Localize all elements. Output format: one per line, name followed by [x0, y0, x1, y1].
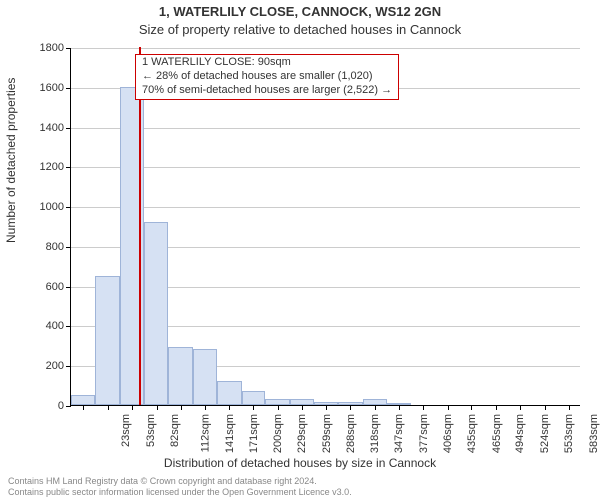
y-tick-mark — [66, 207, 71, 208]
x-tick-mark — [83, 405, 84, 410]
y-tick-mark — [66, 128, 71, 129]
x-tick-label: 23sqm — [120, 414, 132, 447]
chart-title-address: 1, WATERLILY CLOSE, CANNOCK, WS12 2GN — [0, 4, 600, 19]
gridline — [71, 167, 580, 168]
x-tick-label: 377sqm — [418, 414, 430, 453]
attribution-line-2: Contains public sector information licen… — [8, 487, 352, 498]
x-tick-label: 318sqm — [370, 414, 382, 453]
histogram-bar — [95, 276, 120, 405]
annotation-line-2: ← 28% of detached houses are smaller (1,… — [142, 70, 392, 84]
y-tick-mark — [66, 406, 71, 407]
y-tick-label: 1400 — [14, 122, 64, 134]
y-axis-label: Number of detached properties — [4, 78, 18, 243]
x-tick-mark — [350, 405, 351, 410]
y-tick-label: 0 — [14, 400, 64, 412]
x-tick-mark — [399, 405, 400, 410]
x-tick-mark — [132, 405, 133, 410]
x-tick-label: 82sqm — [169, 414, 181, 447]
chart-title-subtitle: Size of property relative to detached ho… — [0, 22, 600, 37]
x-tick-mark — [302, 405, 303, 410]
y-tick-label: 200 — [14, 360, 64, 372]
x-tick-label: 288sqm — [345, 414, 357, 453]
y-tick-mark — [66, 287, 71, 288]
annotation-line-1: 1 WATERLILY CLOSE: 90sqm — [142, 56, 392, 70]
reference-line — [139, 47, 141, 405]
x-tick-label: 259sqm — [321, 414, 333, 453]
x-tick-mark — [496, 405, 497, 410]
attribution-text: Contains HM Land Registry data © Crown c… — [8, 476, 352, 499]
histogram-bar — [242, 391, 266, 405]
y-tick-label: 1000 — [14, 201, 64, 213]
x-tick-mark — [471, 405, 472, 410]
y-tick-mark — [66, 247, 71, 248]
y-tick-mark — [66, 167, 71, 168]
y-tick-label: 1200 — [14, 161, 64, 173]
y-tick-label: 800 — [14, 241, 64, 253]
x-tick-label: 229sqm — [296, 414, 308, 453]
histogram-bar — [168, 347, 193, 405]
attribution-line-1: Contains HM Land Registry data © Crown c… — [8, 476, 352, 487]
x-tick-label: 141sqm — [224, 414, 236, 453]
gridline — [71, 128, 580, 129]
x-tick-mark — [423, 405, 424, 410]
x-tick-label: 435sqm — [466, 414, 478, 453]
gridline — [71, 207, 580, 208]
x-tick-mark — [181, 405, 182, 410]
y-tick-label: 400 — [14, 320, 64, 332]
y-tick-label: 600 — [14, 281, 64, 293]
x-tick-mark — [375, 405, 376, 410]
histogram-bar — [120, 87, 145, 405]
x-tick-label: 406sqm — [442, 414, 454, 453]
x-tick-label: 583sqm — [588, 414, 600, 453]
x-tick-mark — [253, 405, 254, 410]
x-tick-mark — [229, 405, 230, 410]
x-tick-mark — [545, 405, 546, 410]
x-tick-mark — [108, 405, 109, 410]
histogram-bar — [193, 349, 217, 405]
x-tick-mark — [448, 405, 449, 410]
chart-container: { "chart": { "type": "histogram", "title… — [0, 0, 600, 500]
histogram-bar — [217, 381, 242, 405]
x-axis-label: Distribution of detached houses by size … — [0, 456, 600, 470]
histogram-bar — [71, 395, 95, 405]
plot-area: 02004006008001000120014001600180023sqm53… — [70, 48, 580, 406]
x-tick-label: 494sqm — [515, 414, 527, 453]
x-tick-label: 171sqm — [248, 414, 260, 453]
x-tick-mark — [157, 405, 158, 410]
y-tick-label: 1800 — [14, 42, 64, 54]
x-tick-mark — [205, 405, 206, 410]
histogram-bar — [144, 222, 168, 405]
x-tick-mark — [278, 405, 279, 410]
x-tick-label: 53sqm — [145, 414, 157, 447]
annotation-line-3: 70% of semi-detached houses are larger (… — [142, 84, 392, 98]
x-tick-label: 347sqm — [393, 414, 405, 453]
x-tick-label: 553sqm — [563, 414, 575, 453]
y-tick-mark — [66, 326, 71, 327]
y-tick-label: 1600 — [14, 82, 64, 94]
annotation-box: 1 WATERLILY CLOSE: 90sqm ← 28% of detach… — [135, 54, 399, 100]
x-tick-label: 112sqm — [199, 414, 211, 452]
x-tick-label: 200sqm — [272, 414, 284, 453]
x-tick-label: 465sqm — [491, 414, 503, 453]
y-tick-mark — [66, 48, 71, 49]
x-tick-mark — [569, 405, 570, 410]
x-tick-mark — [326, 405, 327, 410]
y-tick-mark — [66, 88, 71, 89]
x-tick-mark — [520, 405, 521, 410]
x-tick-label: 524sqm — [539, 414, 551, 453]
gridline — [71, 48, 580, 49]
y-tick-mark — [66, 366, 71, 367]
